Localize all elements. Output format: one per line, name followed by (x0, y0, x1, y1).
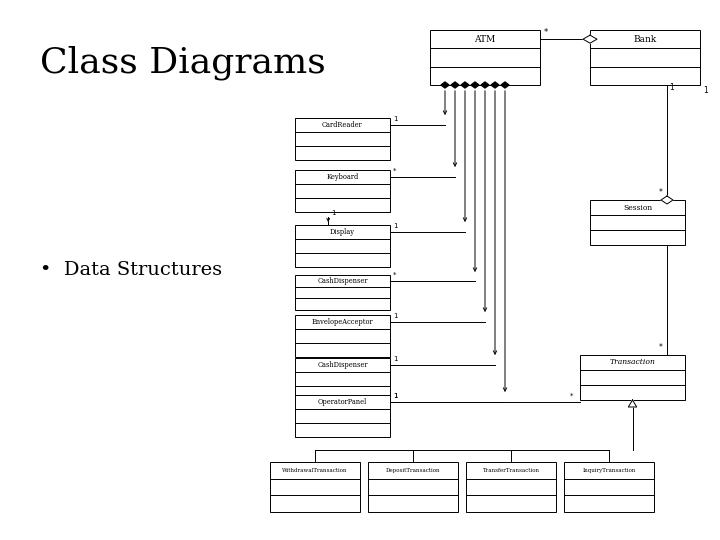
Text: CashDispenser: CashDispenser (318, 361, 368, 369)
Polygon shape (481, 82, 489, 88)
Bar (295, 275, 390, 310)
Text: CashDispenser: CashDispenser (318, 277, 368, 285)
Text: 1: 1 (393, 393, 397, 399)
Bar (295, 358, 390, 400)
Text: OperatorPanel: OperatorPanel (318, 398, 367, 406)
Text: *: * (659, 188, 663, 197)
Polygon shape (491, 82, 499, 88)
Text: *: * (393, 168, 397, 174)
Text: *: * (544, 28, 548, 37)
Text: ATM: ATM (474, 35, 495, 44)
Bar (295, 395, 390, 437)
Text: 1: 1 (393, 393, 397, 399)
Polygon shape (461, 82, 469, 88)
Text: 1: 1 (703, 86, 708, 95)
Bar (295, 225, 390, 267)
Bar (295, 315, 390, 357)
Bar (590, 30, 700, 85)
Text: 1: 1 (393, 356, 397, 362)
Text: Keyboard: Keyboard (326, 173, 359, 181)
Text: InquiryTransaction: InquiryTransaction (582, 468, 636, 473)
Polygon shape (471, 82, 479, 88)
Polygon shape (661, 196, 673, 204)
Text: 1: 1 (669, 83, 674, 92)
Polygon shape (451, 82, 459, 88)
Text: TransferTransaction: TransferTransaction (482, 468, 539, 473)
Text: 1: 1 (393, 313, 397, 319)
Bar (295, 118, 390, 160)
Text: DepositTransaction: DepositTransaction (386, 468, 440, 473)
Bar (564, 462, 654, 512)
Text: 1: 1 (393, 223, 397, 229)
Polygon shape (441, 82, 449, 88)
Text: Bank: Bank (634, 35, 657, 44)
Bar (368, 462, 458, 512)
Bar (580, 355, 685, 400)
Polygon shape (583, 35, 597, 43)
Text: 1: 1 (331, 210, 336, 216)
Text: 1: 1 (393, 116, 397, 122)
Text: WithdrawalTransaction: WithdrawalTransaction (282, 468, 348, 473)
Polygon shape (501, 82, 509, 88)
Text: •  Data Structures: • Data Structures (40, 261, 222, 279)
Text: Class Diagrams: Class Diagrams (40, 45, 325, 79)
Text: EnvelopeAcceptor: EnvelopeAcceptor (312, 318, 373, 326)
Bar (590, 200, 685, 245)
Bar (295, 170, 390, 212)
Bar (430, 30, 540, 85)
Text: *: * (570, 393, 573, 399)
Text: *: * (393, 272, 397, 278)
Text: *: * (659, 343, 663, 352)
Text: CardReader: CardReader (322, 121, 363, 129)
Bar (466, 462, 556, 512)
Polygon shape (629, 400, 636, 407)
Bar (270, 462, 360, 512)
Text: Session: Session (623, 204, 652, 212)
Text: Transaction: Transaction (610, 359, 655, 367)
Text: Display: Display (330, 228, 355, 236)
